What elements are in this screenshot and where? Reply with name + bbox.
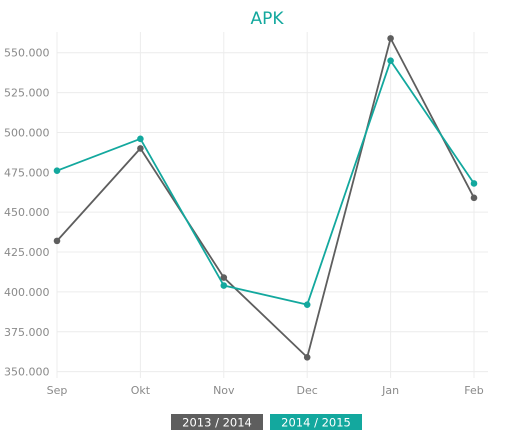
series-line-2 xyxy=(56,59,475,306)
chart-title: APK xyxy=(250,9,284,29)
legend-swatch xyxy=(270,414,362,430)
grid-lines xyxy=(56,32,488,378)
y-axis-ticks: 350.000 375.000 400.000 425.000 450.000 475.0… xyxy=(4,47,50,379)
y-tick-label: 475.000 xyxy=(4,166,50,179)
x-tick-label: Okt xyxy=(131,384,151,397)
x-tick-label: Dec xyxy=(297,384,318,397)
data-point xyxy=(53,167,61,175)
x-axis-ticks: Sep Okt Nov Dec Jan Feb xyxy=(47,384,484,397)
series-line-1 xyxy=(56,37,475,359)
y-tick-label: 500.000 xyxy=(4,126,50,139)
data-point xyxy=(137,145,144,152)
x-tick-label: Jan xyxy=(381,384,399,397)
series-lines xyxy=(53,35,478,361)
x-tick-label: Feb xyxy=(464,384,483,397)
data-point xyxy=(303,301,311,308)
data-point xyxy=(220,274,228,281)
y-tick-label: 450.000 xyxy=(4,206,50,219)
legend-label: 2013 / 2014 xyxy=(182,416,252,430)
data-point xyxy=(303,353,311,361)
legend-swatch xyxy=(171,414,263,430)
data-point xyxy=(470,180,478,187)
y-tick-label: 425.000 xyxy=(4,246,50,259)
data-point xyxy=(387,57,394,65)
data-point xyxy=(137,135,144,143)
x-tick-label: Nov xyxy=(213,384,235,397)
y-tick-label: 525.000 xyxy=(4,87,50,100)
legend: 2013 / 2014 2014 / 2015 xyxy=(171,414,362,430)
y-tick-label: 350.000 xyxy=(4,366,50,379)
y-tick-label: 550.000 xyxy=(4,47,50,60)
data-point xyxy=(53,237,61,245)
data-point xyxy=(220,282,228,289)
data-point xyxy=(387,35,394,42)
x-tick-label: Sep xyxy=(47,384,68,397)
legend-label: 2014 / 2015 xyxy=(281,416,351,430)
data-point xyxy=(470,194,478,202)
y-tick-label: 400.000 xyxy=(4,286,50,299)
y-tick-label: 375.000 xyxy=(4,326,50,339)
